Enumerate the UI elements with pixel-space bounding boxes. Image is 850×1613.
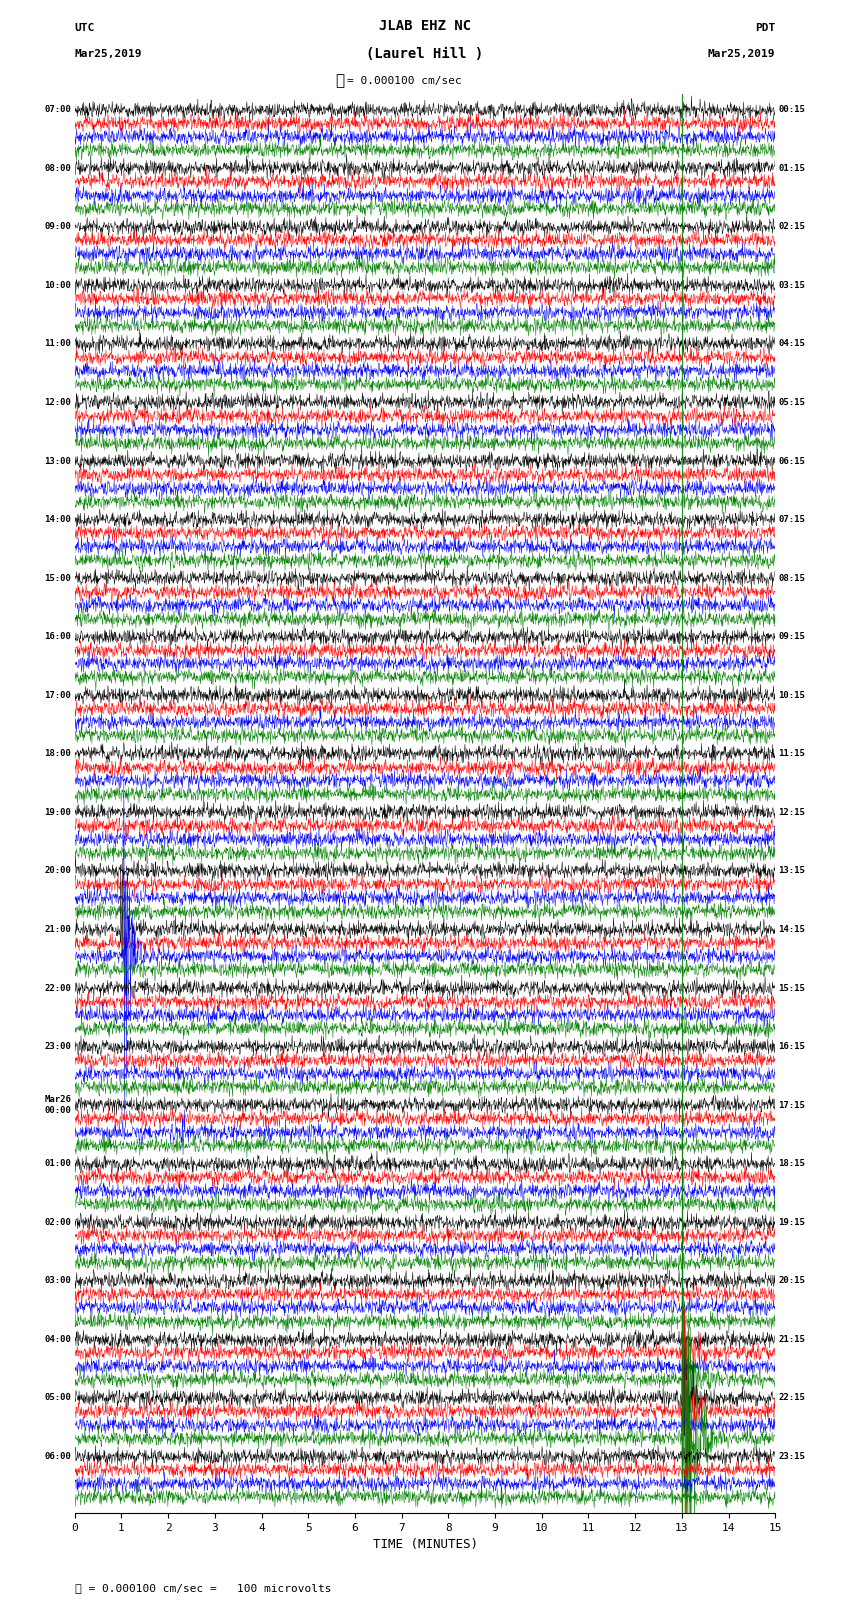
Text: 12:00: 12:00 (44, 398, 71, 406)
Text: 20:15: 20:15 (779, 1276, 806, 1286)
Text: ⎹: ⎹ (336, 74, 344, 89)
Text: Mar25,2019: Mar25,2019 (75, 48, 142, 58)
Text: JLAB EHZ NC: JLAB EHZ NC (379, 19, 471, 34)
Text: 02:00: 02:00 (44, 1218, 71, 1227)
Text: 02:15: 02:15 (779, 223, 806, 231)
Text: 11:15: 11:15 (779, 750, 806, 758)
Text: 10:15: 10:15 (779, 690, 806, 700)
Text: ⎹ = 0.000100 cm/sec =   100 microvolts: ⎹ = 0.000100 cm/sec = 100 microvolts (75, 1582, 332, 1594)
Text: 16:15: 16:15 (779, 1042, 806, 1052)
Text: 23:15: 23:15 (779, 1452, 806, 1461)
Text: 05:15: 05:15 (779, 398, 806, 406)
Text: 06:00: 06:00 (44, 1452, 71, 1461)
Text: 09:15: 09:15 (779, 632, 806, 642)
Text: 04:15: 04:15 (779, 339, 806, 348)
Text: 13:15: 13:15 (779, 866, 806, 876)
Text: 14:00: 14:00 (44, 515, 71, 524)
Text: 04:00: 04:00 (44, 1336, 71, 1344)
Text: 08:00: 08:00 (44, 165, 71, 173)
Text: 17:15: 17:15 (779, 1100, 806, 1110)
Text: 18:00: 18:00 (44, 750, 71, 758)
Text: 00:15: 00:15 (779, 105, 806, 115)
Text: 16:00: 16:00 (44, 632, 71, 642)
Text: 20:00: 20:00 (44, 866, 71, 876)
Text: 15:15: 15:15 (779, 984, 806, 992)
Text: Mar25,2019: Mar25,2019 (708, 48, 775, 58)
Text: 21:00: 21:00 (44, 924, 71, 934)
Text: 01:00: 01:00 (44, 1160, 71, 1168)
Text: = 0.000100 cm/sec: = 0.000100 cm/sec (347, 76, 462, 85)
Text: 01:15: 01:15 (779, 165, 806, 173)
Text: 19:15: 19:15 (779, 1218, 806, 1227)
Text: PDT: PDT (755, 23, 775, 32)
Text: 11:00: 11:00 (44, 339, 71, 348)
Text: UTC: UTC (75, 23, 95, 32)
Text: 22:15: 22:15 (779, 1394, 806, 1402)
Text: 03:00: 03:00 (44, 1276, 71, 1286)
Text: (Laurel Hill ): (Laurel Hill ) (366, 47, 484, 61)
Text: 05:00: 05:00 (44, 1394, 71, 1402)
Text: 18:15: 18:15 (779, 1160, 806, 1168)
Text: 07:15: 07:15 (779, 515, 806, 524)
X-axis label: TIME (MINUTES): TIME (MINUTES) (372, 1539, 478, 1552)
Text: 08:15: 08:15 (779, 574, 806, 582)
Text: 17:00: 17:00 (44, 690, 71, 700)
Text: 07:00: 07:00 (44, 105, 71, 115)
Text: 12:15: 12:15 (779, 808, 806, 816)
Text: 10:00: 10:00 (44, 281, 71, 290)
Text: 13:00: 13:00 (44, 456, 71, 466)
Text: 03:15: 03:15 (779, 281, 806, 290)
Text: 19:00: 19:00 (44, 808, 71, 816)
Text: 14:15: 14:15 (779, 924, 806, 934)
Text: 22:00: 22:00 (44, 984, 71, 992)
Text: 06:15: 06:15 (779, 456, 806, 466)
Text: 23:00: 23:00 (44, 1042, 71, 1052)
Text: 21:15: 21:15 (779, 1336, 806, 1344)
Text: 09:00: 09:00 (44, 223, 71, 231)
Text: 15:00: 15:00 (44, 574, 71, 582)
Text: Mar26
00:00: Mar26 00:00 (44, 1095, 71, 1115)
